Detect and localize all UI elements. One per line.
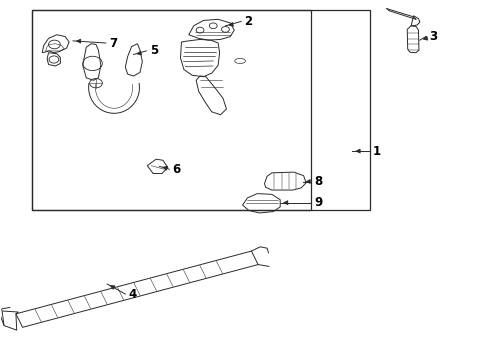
Text: 9: 9 — [315, 197, 322, 210]
Text: 6: 6 — [172, 163, 181, 176]
Text: 2: 2 — [244, 15, 252, 28]
Text: 7: 7 — [109, 36, 117, 50]
Text: 1: 1 — [373, 145, 381, 158]
Text: 8: 8 — [315, 175, 322, 188]
Text: 4: 4 — [129, 288, 137, 301]
Text: 5: 5 — [150, 44, 158, 57]
Text: 3: 3 — [429, 30, 437, 43]
